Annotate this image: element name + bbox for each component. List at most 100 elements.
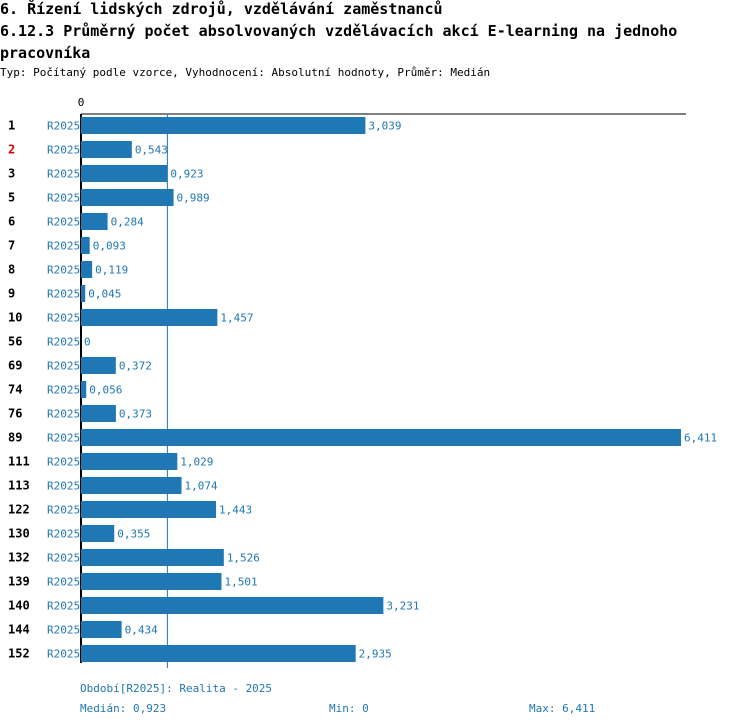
category-label: 130 xyxy=(8,527,30,541)
value-label: 1,029 xyxy=(180,456,213,469)
category-label: 111 xyxy=(8,455,30,469)
period-label: R2025 xyxy=(47,408,80,421)
category-label: 122 xyxy=(8,503,30,517)
bar xyxy=(81,285,86,302)
category-label: 140 xyxy=(8,599,30,613)
bar xyxy=(81,309,218,326)
category-label: 10 xyxy=(8,311,22,325)
x-axis-zero-label: 0 xyxy=(78,96,85,109)
period-label: R2025 xyxy=(47,360,80,373)
period-label: R2025 xyxy=(47,120,80,133)
section-title: 6. Řízení lidských zdrojů, vzdělávání za… xyxy=(0,0,443,18)
period-label: R2025 xyxy=(47,384,80,397)
category-label: 152 xyxy=(8,647,30,661)
category-label: 7 xyxy=(8,239,15,253)
category-label: 139 xyxy=(8,575,30,589)
bar xyxy=(81,381,87,398)
category-label: 89 xyxy=(8,431,22,445)
max-stat: Max: 6,411 xyxy=(529,702,596,715)
period-label: R2025 xyxy=(47,456,80,469)
value-label: 0,045 xyxy=(88,288,121,301)
value-label: 0,923 xyxy=(170,168,203,181)
value-label: 3,039 xyxy=(368,120,401,133)
category-label: 144 xyxy=(8,623,30,637)
period-label: R2025 xyxy=(47,264,80,277)
period-label: R2025 xyxy=(47,600,80,613)
min-stat: Min: 0 xyxy=(329,702,369,715)
period-label: R2025 xyxy=(47,552,80,565)
category-label: 1 xyxy=(8,119,15,133)
period-label: R2025 xyxy=(47,288,80,301)
bar xyxy=(81,165,168,182)
value-label: 0,543 xyxy=(135,144,168,157)
bar xyxy=(81,261,93,278)
bar xyxy=(81,597,384,614)
chart-subtitle: Typ: Počítaný podle vzorce, Vyhodnocení:… xyxy=(0,66,491,79)
period-label: R2025 xyxy=(47,480,80,493)
bar xyxy=(81,189,174,206)
value-label: 1,526 xyxy=(227,552,260,565)
period-label: R2025 xyxy=(47,624,80,637)
bar xyxy=(81,117,366,134)
bar xyxy=(81,645,356,662)
bar-chart: 0 1 R2025 3,039 2 R2025 0,543 3 R2025 0,923 5 R2025… xyxy=(8,96,717,668)
bar xyxy=(81,237,90,254)
category-label: 8 xyxy=(8,263,15,277)
period-label: R2025 xyxy=(47,336,80,349)
category-label: 113 xyxy=(8,479,30,493)
category-label: 5 xyxy=(8,191,15,205)
period-label: R2025 xyxy=(47,504,80,517)
bar xyxy=(81,525,115,542)
category-label: 74 xyxy=(8,383,22,397)
bar xyxy=(81,453,178,470)
value-label: 0,093 xyxy=(93,240,126,253)
value-label: 0,434 xyxy=(125,624,158,637)
bar xyxy=(81,213,108,230)
bar xyxy=(81,501,217,518)
period-label: R2025 xyxy=(47,576,80,589)
bar xyxy=(81,429,681,446)
period-legend: Období[R2025]: Realita - 2025 xyxy=(80,682,273,695)
value-label: 0,284 xyxy=(111,216,144,229)
value-label: 0,119 xyxy=(95,264,128,277)
bar xyxy=(81,549,224,566)
value-label: 1,501 xyxy=(224,576,257,589)
value-label: 1,457 xyxy=(220,312,253,325)
bar xyxy=(81,477,182,494)
bar xyxy=(81,405,116,422)
value-label: 1,443 xyxy=(219,504,252,517)
period-label: R2025 xyxy=(47,144,80,157)
category-label: 76 xyxy=(8,407,22,421)
period-label: R2025 xyxy=(47,168,80,181)
value-label: 6,411 xyxy=(684,432,717,445)
bar xyxy=(81,621,122,638)
value-label: 0 xyxy=(84,336,91,349)
value-label: 0,989 xyxy=(177,192,210,205)
value-label: 2,935 xyxy=(359,648,392,661)
value-label: 0,056 xyxy=(89,384,122,397)
value-label: 0,372 xyxy=(119,360,152,373)
period-label: R2025 xyxy=(47,648,80,661)
category-label: 56 xyxy=(8,335,22,349)
category-label: 69 xyxy=(8,359,22,373)
period-label: R2025 xyxy=(47,312,80,325)
category-label: 132 xyxy=(8,551,30,565)
period-label: R2025 xyxy=(47,216,80,229)
bar xyxy=(81,573,222,590)
period-label: R2025 xyxy=(47,192,80,205)
period-label: R2025 xyxy=(47,240,80,253)
category-label: 6 xyxy=(8,215,15,229)
period-label: R2025 xyxy=(47,432,80,445)
value-label: 1,074 xyxy=(185,480,218,493)
value-label: 0,373 xyxy=(119,408,152,421)
bar xyxy=(81,357,116,374)
chart-title: 6.12.3 Průměrný počet absolvovaných vzdě… xyxy=(0,22,678,62)
bar xyxy=(81,141,132,158)
category-label: 2 xyxy=(8,143,15,157)
median-stat: Medián: 0,923 xyxy=(80,702,167,715)
category-label: 3 xyxy=(8,167,15,181)
value-label: 0,355 xyxy=(117,528,150,541)
category-label: 9 xyxy=(8,287,15,301)
period-label: R2025 xyxy=(47,528,80,541)
value-label: 3,231 xyxy=(386,600,419,613)
